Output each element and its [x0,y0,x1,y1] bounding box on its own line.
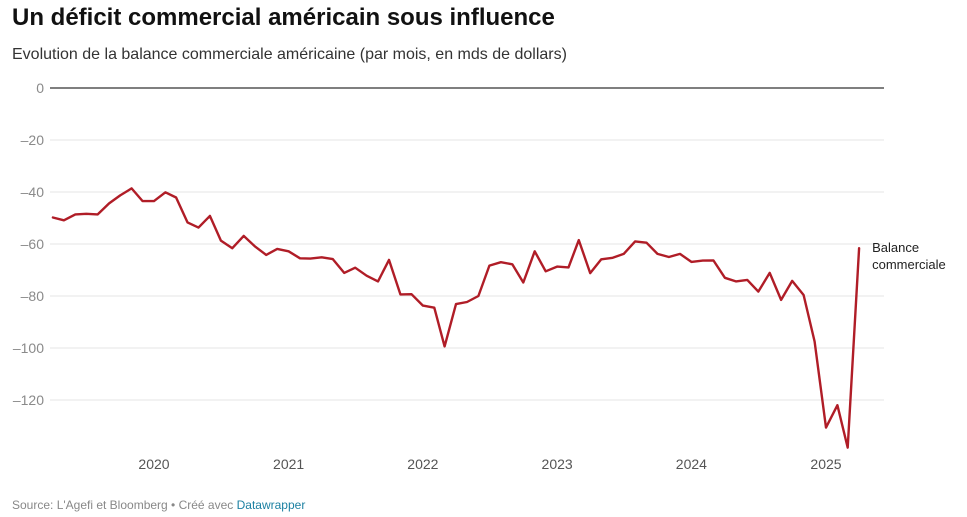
series: Balance commerciale [51,187,946,449]
source-text: Source: L'Agefi et Bloomberg • Créé avec [12,498,237,512]
y-tick-label: 0 [36,80,44,96]
datawrapper-link[interactable]: Datawrapper [236,498,306,512]
y-tick-label: –120 [13,392,44,408]
chart-title: Un déficit commercial américain sous inf… [12,4,555,31]
x-tick-label: 2025 [810,456,841,472]
y-tick-label: –20 [21,132,45,148]
y-tick-label: –80 [21,288,45,304]
series-line [51,187,861,449]
y-axis: 0 –20 –40 –60 –80 –100 –120 [13,80,44,408]
y-tick-label: –100 [13,340,44,356]
footer: Source: L'Agefi et Bloomberg • Créé avec… [12,498,305,512]
x-axis: 2020 2021 2022 2023 2024 2025 [138,456,841,472]
x-tick-label: 2024 [676,456,707,472]
grid [50,87,884,401]
series-label: Balance commerciale [872,240,946,272]
chart-subtitle: Evolution de la balance commerciale amér… [12,46,567,63]
y-tick-label: –40 [21,184,45,200]
x-tick-label: 2022 [407,456,438,472]
x-tick-label: 2021 [273,456,304,472]
x-tick-label: 2023 [542,456,573,472]
y-tick-label: –60 [21,236,45,252]
x-tick-label: 2020 [138,456,169,472]
